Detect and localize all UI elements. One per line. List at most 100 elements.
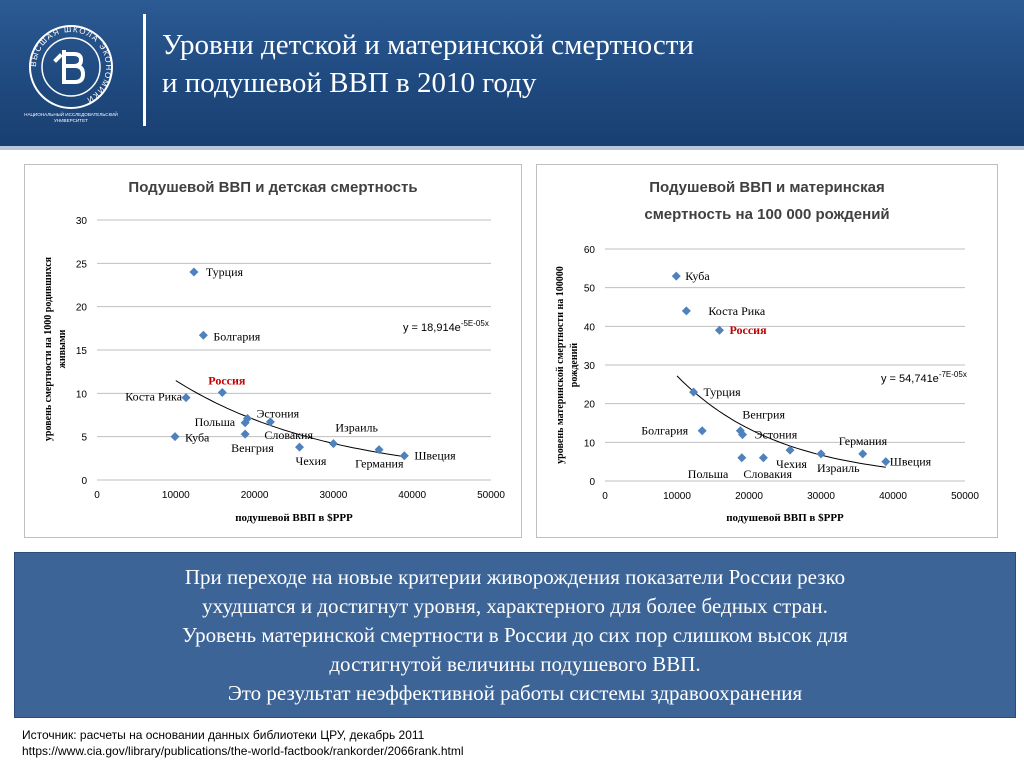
infant-point-label: Куба xyxy=(185,431,210,445)
maternal-data-point xyxy=(681,306,691,316)
infant-data-point xyxy=(265,417,275,427)
infant-y-tick-label: 20 xyxy=(76,303,88,314)
infant-y-axis-label: уровень смертности на 1000 родившихся xyxy=(43,256,54,441)
infant-point-label: Россия xyxy=(208,373,246,387)
logo-monogram xyxy=(53,50,86,84)
maternal-mortality-chart-svg: Подушевой ВВП и материнская смертность на… xyxy=(555,179,979,524)
hse-logo: ВЫСШАЯ ШКОЛА ЭКОНОМИКИ НАЦИОНАЛЬНЫЙ ИССЛ… xyxy=(24,25,118,123)
infant-point-label: Словакия xyxy=(264,428,313,442)
maternal-data-point xyxy=(737,453,747,463)
infant-point-label: Израиль xyxy=(335,421,378,435)
infant-data-point xyxy=(217,387,227,397)
maternal-point-label: Швеция xyxy=(890,455,932,469)
infant-y-tick-label: 0 xyxy=(81,476,87,487)
maternal-data-point xyxy=(671,271,681,281)
infant-trend-equation: y = 18,914e-5E-05x xyxy=(403,319,489,334)
maternal-x-tick-label: 30000 xyxy=(807,491,835,502)
maternal-mortality-chart: Подушевой ВВП и материнская смертность на… xyxy=(536,164,998,538)
maternal-trend-equation-base: y = 54,741e xyxy=(881,373,939,385)
infant-x-tick-label: 10000 xyxy=(162,490,190,501)
maternal-point-label: Эстония xyxy=(755,428,798,442)
maternal-y-axis-label: уровень материнской смертности на 100000 xyxy=(555,266,566,464)
maternal-data-point xyxy=(697,426,707,436)
infant-data-point xyxy=(243,413,253,423)
maternal-point-label: Польша xyxy=(688,467,729,481)
infant-x-tick-label: 30000 xyxy=(319,490,347,501)
infant-point-label: Болгария xyxy=(213,329,260,343)
infant-point-label: Германия xyxy=(355,457,404,471)
infant-trend-equation-base: y = 18,914e xyxy=(403,322,461,334)
infant-point-label: Швеция xyxy=(414,449,456,463)
maternal-trendline xyxy=(676,375,886,468)
maternal-data-point xyxy=(858,449,868,459)
infant-x-tick-label: 40000 xyxy=(398,490,426,501)
maternal-y-tick-label: 60 xyxy=(584,245,596,256)
maternal-data-point xyxy=(816,449,826,459)
maternal-point-label: Куба xyxy=(685,269,710,283)
summary-box: При переходе на новые критерии живорожде… xyxy=(14,552,1016,718)
infant-point-label: Чехия xyxy=(296,454,327,468)
infant-mortality-chart-svg: Подушевой ВВП и детская смертность 0 5 10 15… xyxy=(43,179,505,524)
infant-point-label: Польша xyxy=(195,415,236,429)
infant-x-tick-label: 50000 xyxy=(477,490,505,501)
maternal-data-point xyxy=(714,325,724,335)
infant-data-point xyxy=(295,442,305,452)
infant-data-point xyxy=(399,451,409,461)
source-note: Источник: расчеты на основании данных би… xyxy=(22,727,464,759)
logo-divider xyxy=(143,14,146,126)
maternal-trend-equation: y = 54,741e-7E-05x xyxy=(881,370,967,385)
infant-x-tick-label: 20000 xyxy=(241,490,269,501)
maternal-x-tick-label: 0 xyxy=(602,491,608,502)
summary-line-5: Это результат неэффективной работы систе… xyxy=(227,681,803,705)
maternal-data-point xyxy=(738,430,748,440)
page-title: Уровни детской и материнской смертности … xyxy=(162,26,1002,102)
maternal-y-tick-label: 0 xyxy=(589,477,595,488)
maternal-x-tick-label: 50000 xyxy=(951,491,979,502)
maternal-data-point xyxy=(758,453,768,463)
source-line: Источник: расчеты на основании данных би… xyxy=(22,728,425,742)
infant-data-point xyxy=(374,445,384,455)
maternal-y-tick-label: 50 xyxy=(584,284,596,295)
infant-trend-equation-exponent: -5E-05x xyxy=(461,319,489,328)
infant-trendline xyxy=(175,380,405,458)
logo-caption-line-1: НАЦИОНАЛЬНЫЙ ИССЛЕДОВАТЕЛЬСКИЙ xyxy=(24,110,118,117)
maternal-x-tick-label: 10000 xyxy=(663,491,691,502)
maternal-y-tick-label: 10 xyxy=(584,438,596,449)
infant-data-point xyxy=(170,432,180,442)
maternal-point-label: Чехия xyxy=(776,457,807,471)
header-divider xyxy=(0,146,1024,150)
source-url: https://www.cia.gov/library/publications… xyxy=(22,744,464,758)
maternal-point-label: Германия xyxy=(839,434,888,448)
infant-y-tick-label: 30 xyxy=(76,216,88,227)
maternal-point-label: Словакия xyxy=(743,467,792,481)
infant-x-tick-label: 0 xyxy=(94,490,100,501)
summary-line-2: ухудшатся и достигнут уровня, характерно… xyxy=(202,594,828,618)
maternal-trend-equation-exponent: -7E-05x xyxy=(939,370,967,379)
maternal-data-point xyxy=(881,457,891,467)
maternal-point-label: Турция xyxy=(704,385,742,399)
maternal-point-label: Россия xyxy=(729,323,767,337)
infant-data-point xyxy=(240,418,250,428)
infant-data-point xyxy=(189,267,199,277)
infant-mortality-chart: Подушевой ВВП и детская смертность 0 5 10 15… xyxy=(24,164,522,538)
maternal-point-label: Венгрия xyxy=(742,408,785,422)
infant-point-label: Турция xyxy=(206,265,244,279)
maternal-point-label: Болгария xyxy=(641,424,688,438)
maternal-point-label: Израиль xyxy=(817,461,860,475)
maternal-data-point xyxy=(689,387,699,397)
maternal-chart-title: смертность на 100 000 рождений xyxy=(644,206,889,223)
logo-caption-line-2: УНИВЕРСИТЕТ xyxy=(54,118,88,123)
page-title-line-1: Уровни детской и материнской смертности xyxy=(162,29,694,61)
infant-data-point xyxy=(240,429,250,439)
header-banner: ВЫСШАЯ ШКОЛА ЭКОНОМИКИ НАЦИОНАЛЬНЫЙ ИССЛ… xyxy=(0,0,1024,146)
summary-line-1: При переходе на новые критерии живорожде… xyxy=(184,565,846,589)
summary-line-3: Уровень материнской смертности в России … xyxy=(182,623,848,647)
infant-x-axis-label: подушевой ВВП в $PPP xyxy=(235,512,353,524)
infant-y-tick-label: 5 xyxy=(81,433,87,444)
infant-point-label: Эстония xyxy=(257,406,300,420)
maternal-x-axis-label: подушевой ВВП в $PPP xyxy=(726,512,844,524)
infant-chart-title: Подушевой ВВП и детская смертность xyxy=(128,179,417,196)
maternal-chart-title: Подушевой ВВП и материнская xyxy=(649,179,885,196)
maternal-point-label: Коста Рика xyxy=(708,304,765,318)
maternal-y-tick-label: 40 xyxy=(584,322,596,333)
